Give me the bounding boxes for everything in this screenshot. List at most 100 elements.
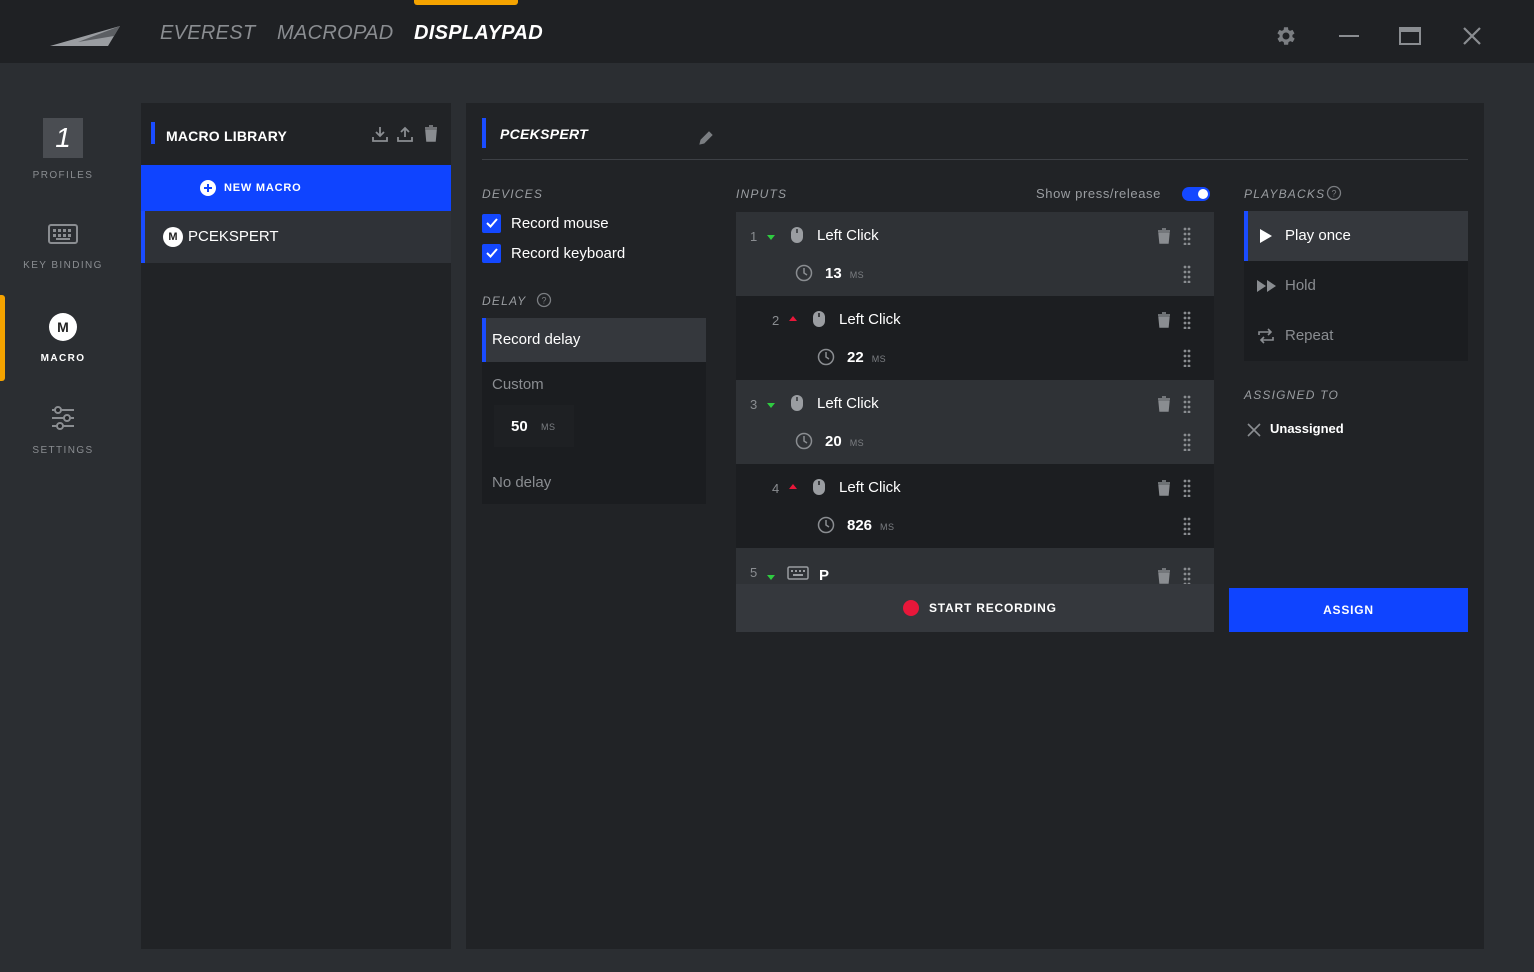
active-tab-indicator xyxy=(414,0,518,5)
tab-displaypad[interactable]: DISPLAYPAD xyxy=(414,22,543,44)
delay-option-record-label: Record delay xyxy=(492,331,581,348)
drag-handle-icon[interactable] xyxy=(1183,265,1191,283)
trash-icon[interactable] xyxy=(1156,228,1172,244)
trash-icon[interactable] xyxy=(1156,396,1172,412)
input-action: Left Click xyxy=(817,227,879,244)
editor-title-accent xyxy=(482,118,486,148)
assign-button[interactable]: ASSIGN xyxy=(1229,588,1468,632)
drag-handle-icon[interactable] xyxy=(1183,227,1191,245)
nav-active-indicator xyxy=(0,295,5,381)
drag-handle-icon[interactable] xyxy=(1183,567,1191,585)
macro-m-icon: M xyxy=(163,227,183,247)
help-icon[interactable]: ? xyxy=(536,292,552,308)
input-row[interactable]: 2 Left Click 22 MS xyxy=(736,296,1214,380)
input-delay-value: 13 xyxy=(825,265,842,282)
show-press-release-toggle[interactable] xyxy=(1182,187,1210,201)
playback-play-once-label: Play once xyxy=(1285,227,1351,244)
drag-handle-icon[interactable] xyxy=(1183,479,1191,497)
check-icon xyxy=(485,218,498,228)
tab-macropad[interactable]: MACROPAD xyxy=(277,22,394,44)
input-delay: 20 MS xyxy=(825,433,864,450)
nav-settings[interactable]: SETTINGS xyxy=(0,405,126,456)
record-mouse-option[interactable]: Record mouse xyxy=(482,212,609,234)
close-icon xyxy=(1247,423,1261,437)
trash-icon[interactable] xyxy=(422,125,440,143)
record-keyboard-option[interactable]: Record keyboard xyxy=(482,242,625,264)
nav-profiles[interactable]: 1 PROFILES xyxy=(0,118,126,181)
playback-options: Play once Hold Repeat xyxy=(1244,211,1468,361)
nav-settings-label: SETTINGS xyxy=(32,445,94,456)
edit-pencil-icon[interactable] xyxy=(697,129,715,147)
custom-delay-value: 50 xyxy=(511,418,528,435)
import-icon[interactable] xyxy=(371,125,389,143)
input-delay-unit: MS xyxy=(880,522,895,532)
input-row[interactable]: 3 Left Click 20 MS xyxy=(736,380,1214,464)
delay-option-custom[interactable]: Custom xyxy=(492,376,544,393)
library-actions xyxy=(369,125,439,145)
input-delay: 826 MS xyxy=(847,517,895,534)
maximize-icon[interactable] xyxy=(1398,24,1422,48)
export-icon[interactable] xyxy=(396,125,414,143)
macro-m-icon: M xyxy=(49,313,77,341)
inputs-list[interactable]: 1 Left Click 13 MS 2 Left Click 22 MS 3 xyxy=(736,212,1214,632)
record-keyboard-label: Record keyboard xyxy=(511,244,626,262)
mouse-icon xyxy=(791,395,803,411)
library-title: MACRO LIBRARY xyxy=(166,128,288,144)
tab-everest[interactable]: EVEREST xyxy=(160,22,256,44)
svg-text:?: ? xyxy=(541,296,546,306)
drag-handle-icon[interactable] xyxy=(1183,311,1191,329)
nav-profiles-label: PROFILES xyxy=(32,170,94,181)
drag-handle-icon[interactable] xyxy=(1183,395,1191,413)
delay-option-record[interactable]: Record delay xyxy=(482,318,706,362)
nav-macro[interactable]: M MACRO xyxy=(0,313,126,364)
row-number: 5 xyxy=(750,565,758,580)
input-row[interactable]: 4 Left Click 826 MS xyxy=(736,464,1214,548)
playback-option-hold[interactable]: Hold xyxy=(1244,261,1468,311)
check-icon xyxy=(485,248,498,258)
trash-icon[interactable] xyxy=(1156,312,1172,328)
new-macro-button[interactable]: NEW MACRO xyxy=(141,165,451,211)
input-action: Left Click xyxy=(839,311,901,328)
clock-icon xyxy=(795,432,813,450)
inputs-label: INPUTS xyxy=(736,187,788,201)
nav-key-binding-label: KEY BINDING xyxy=(23,260,103,271)
trash-icon[interactable] xyxy=(1156,480,1172,496)
record-keyboard-checkbox[interactable] xyxy=(482,243,501,263)
custom-delay-input[interactable]: 50 MS xyxy=(494,405,574,447)
close-icon[interactable] xyxy=(1460,24,1484,48)
drag-handle-icon[interactable] xyxy=(1183,433,1191,451)
library-header-accent xyxy=(151,122,155,144)
playback-hold-label: Hold xyxy=(1285,277,1316,294)
clock-icon xyxy=(817,516,835,534)
playback-option-play-once[interactable]: Play once xyxy=(1244,211,1468,261)
mouse-icon xyxy=(813,311,825,327)
help-icon[interactable]: ? xyxy=(1326,185,1342,201)
assigned-to-value: Unassigned xyxy=(1270,421,1344,436)
start-recording-button[interactable]: START RECORDING xyxy=(736,584,1214,632)
delay-option-none[interactable]: No delay xyxy=(492,474,552,491)
input-delay-value: 22 xyxy=(847,349,864,366)
playback-option-repeat[interactable]: Repeat xyxy=(1244,311,1468,361)
input-row[interactable]: 1 Left Click 13 MS xyxy=(736,212,1214,296)
playbacks-label: PLAYBACKS xyxy=(1244,187,1326,201)
nav-key-binding[interactable]: KEY BINDING xyxy=(0,224,126,271)
svg-text:?: ? xyxy=(1331,189,1336,199)
input-delay: 22 MS xyxy=(847,349,886,366)
clock-icon xyxy=(795,264,813,282)
drag-handle-icon[interactable] xyxy=(1183,349,1191,367)
macro-item-label: PCEKSPERT xyxy=(188,228,279,245)
mouse-icon xyxy=(813,479,825,495)
arrow-up-icon xyxy=(789,484,797,489)
arrow-down-icon xyxy=(767,235,775,240)
input-delay-unit: MS xyxy=(849,438,865,448)
input-delay-value: 826 xyxy=(847,517,873,534)
trash-icon[interactable] xyxy=(1156,568,1172,584)
input-action: P xyxy=(819,567,830,584)
macro-list-item[interactable]: M PCEKSPERT xyxy=(141,211,451,263)
devices-label: DEVICES xyxy=(482,187,544,201)
drag-handle-icon[interactable] xyxy=(1183,517,1191,535)
minimize-icon[interactable] xyxy=(1337,24,1361,48)
show-press-release-label: Show press/release xyxy=(1036,186,1161,201)
gear-icon[interactable] xyxy=(1274,24,1298,48)
record-mouse-checkbox[interactable] xyxy=(482,213,501,233)
